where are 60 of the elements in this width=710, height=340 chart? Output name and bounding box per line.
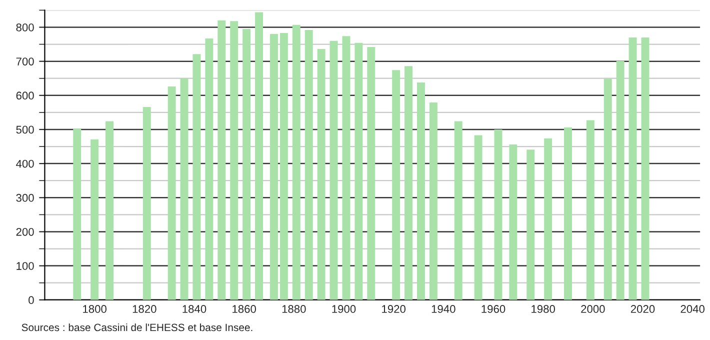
y-tick-label: 400	[16, 160, 34, 168]
bar	[429, 102, 438, 300]
bar	[180, 78, 188, 300]
bar	[304, 30, 313, 300]
x-tick-label: 1980	[532, 305, 556, 313]
x-tick-label: 2000	[581, 305, 605, 313]
bar	[454, 121, 462, 300]
bar	[641, 37, 650, 300]
bar	[404, 66, 413, 300]
x-tick-label: 1880	[282, 305, 306, 313]
bar	[317, 49, 326, 300]
bar	[628, 37, 637, 300]
source-note: Sources : base Cassini de l'EHESS et base Insee.	[22, 323, 252, 332]
bar	[292, 24, 300, 300]
bar	[616, 60, 624, 300]
bar	[142, 106, 151, 300]
bar	[218, 20, 226, 300]
x-tick-label: 1920	[382, 305, 406, 313]
x-tick-label: 2040	[680, 305, 705, 313]
bar	[474, 135, 482, 300]
y-tick-label: 700	[16, 58, 34, 66]
bar	[90, 139, 99, 300]
y-tick-label: 500	[16, 126, 34, 134]
x-tick-label: 1860	[232, 305, 256, 313]
x-tick-label: 1900	[332, 305, 356, 313]
x-tick-label: 2020	[630, 305, 655, 313]
bar	[416, 82, 425, 300]
bar	[205, 38, 214, 300]
x-tick-label: 1800	[83, 305, 106, 313]
y-tick-label: 300	[16, 194, 34, 202]
x-tick-label: 1960	[482, 305, 506, 313]
y-tick-label: 800	[16, 24, 34, 32]
bar	[73, 128, 82, 300]
bar	[270, 34, 278, 300]
bar	[494, 129, 502, 300]
bar	[564, 127, 572, 300]
bar	[544, 138, 552, 300]
bar	[230, 21, 238, 300]
bar	[168, 86, 176, 300]
bar	[255, 12, 264, 300]
bar	[106, 121, 114, 300]
bar	[330, 40, 338, 300]
bar	[586, 120, 594, 300]
y-tick-label: 100	[16, 262, 34, 270]
x-tick-label: 1840	[182, 305, 206, 313]
bar	[242, 28, 251, 300]
bar	[192, 54, 201, 300]
x-tick-label: 1940	[432, 305, 456, 313]
bar	[526, 150, 535, 300]
bar	[392, 70, 400, 300]
y-tick-label: 200	[16, 228, 34, 236]
y-tick-label: 0	[28, 296, 34, 304]
bar	[354, 42, 363, 300]
bar	[509, 144, 518, 300]
bar	[604, 78, 612, 300]
bar	[280, 33, 288, 300]
x-tick-label: 1820	[132, 305, 156, 313]
bar	[367, 47, 376, 300]
bar	[342, 36, 350, 300]
y-tick-label: 600	[16, 92, 34, 100]
